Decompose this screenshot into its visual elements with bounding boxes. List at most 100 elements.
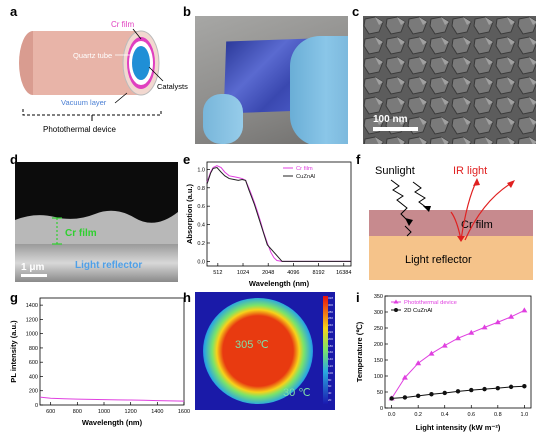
y-tick-label-0: 0 — [35, 403, 38, 409]
y-tick-label-1: 50 — [377, 390, 383, 396]
panel-a-device-schematic: Cr film Quartz tube Catalysts Vacuum lay… — [19, 20, 188, 134]
scale-tick-2: 280 — [328, 309, 334, 314]
x-tick-label-2: 1000 — [98, 409, 110, 415]
label-sunlight: Sunlight — [375, 165, 415, 177]
x-tick-label-3: 4096 — [287, 270, 299, 276]
series-line-1 — [206, 166, 351, 262]
x-tick-label-5: 16384 — [336, 270, 351, 276]
plot-frame — [206, 161, 352, 267]
series-0-point-5 — [455, 335, 461, 341]
plot-frame — [39, 297, 185, 406]
sunlight-wave-1 — [390, 179, 410, 223]
panel-label-i: i — [356, 290, 360, 305]
y-axis-label: Absorption (a.u.) — [185, 184, 194, 244]
x-tick-label-1: 800 — [73, 409, 82, 415]
x-tick-label-1: 1024 — [237, 270, 249, 276]
y-tick-label-0: 0 — [380, 406, 383, 412]
panel-b-photo — [195, 16, 348, 144]
label-cr-film-f: Cr film — [461, 219, 493, 231]
panel-label-c: c — [352, 4, 360, 19]
series-1-point-6 — [469, 387, 474, 393]
y-tick-label-2: 400 — [29, 374, 38, 380]
color-scale-bar — [323, 296, 328, 404]
label-cold-temp: 30 ℃ — [283, 387, 311, 399]
panel-label-g: g — [10, 290, 18, 305]
series-0-point-2 — [415, 360, 422, 366]
panel-e-absorption-chart: 512 1024 2048 4096 8192 16384 0.0 0.2 0.4 0.6 0.8 1… — [185, 161, 352, 288]
legend-marker-0 — [393, 299, 399, 304]
y-tick-label-1: 200 — [29, 389, 38, 395]
series-1-point-5 — [455, 389, 461, 394]
gloved-hand — [290, 36, 348, 144]
scale-tick-10: 120 — [328, 363, 334, 368]
plot-frame — [384, 295, 532, 409]
label-hot-temp: 305 ℃ — [235, 339, 269, 351]
y-tick-label-4: 0.8 — [197, 186, 205, 192]
scale-tick-12: 80 — [328, 377, 332, 382]
y-tick-label-3: 150 — [374, 358, 383, 364]
y-tick-label-5: 1000 — [26, 332, 38, 338]
x-tick-label-4: 0.8 — [494, 412, 502, 418]
label-vacuum-layer: Vacuum layer — [61, 98, 107, 107]
panel-h-thermal-image: 305 ℃ 30 ℃ 328 300 280 260 240 220 200 180 160 14… — [195, 292, 335, 410]
label-reflector-d: Light reflector — [75, 260, 142, 271]
y-tick-label-2: 100 — [374, 374, 383, 380]
series-0-point-8 — [494, 319, 501, 325]
series-1-point-2 — [415, 393, 421, 399]
gloved-thumb — [203, 94, 243, 144]
x-axis-label: Light intensity (kW m⁻²) — [416, 423, 501, 432]
scale-tick-8: 160 — [328, 350, 334, 355]
scale-tick-9: 140 — [328, 357, 334, 362]
series-1-point-10 — [522, 384, 527, 389]
scale-tick-13: 60 — [328, 384, 332, 389]
y-tick-label-1: 0.2 — [197, 241, 205, 247]
y-tick-label-3: 600 — [29, 360, 38, 366]
y-tick-label-7: 1400 — [26, 303, 38, 309]
y-tick-label-6: 1200 — [26, 317, 38, 323]
series-1-point-0 — [389, 396, 394, 401]
label-cr-film: Cr film — [111, 20, 134, 29]
sem-texture: 100 nm — [363, 16, 536, 144]
scale-tick-3: 260 — [328, 316, 334, 321]
legend-label-1: 2D CuZnAl — [404, 308, 432, 314]
series-1-point-8 — [495, 385, 501, 391]
label-photothermal-device: Photothermal device — [43, 125, 116, 134]
x-tick-label-1: 0.2 — [414, 412, 422, 418]
panel-label-d: d — [10, 152, 18, 167]
label-ir-light: IR light — [453, 165, 487, 177]
panel-f-mechanism: Cr film Light reflector Sunlight IR ligh… — [369, 165, 533, 280]
x-tick-label-2: 0.4 — [441, 412, 449, 418]
hot-spot — [203, 298, 313, 404]
scale-tick-5: 220 — [328, 329, 334, 334]
sunlight-wave-2 — [412, 181, 428, 209]
series-1-point-7 — [482, 386, 487, 392]
panel-label-h: h — [183, 290, 191, 305]
panel-label-b: b — [183, 4, 191, 19]
series-0-point-4 — [441, 342, 448, 348]
series-line-0 — [39, 396, 185, 402]
series-0-point-6 — [468, 329, 475, 335]
panel-label-a: a — [10, 4, 18, 19]
panel-label-f: f — [356, 152, 361, 167]
scale-tick-15: 20 — [328, 397, 332, 402]
y-tick-label-5: 250 — [374, 326, 383, 332]
label-reflector-f: Light reflector — [405, 254, 472, 266]
legend-label-0: Cr film — [296, 166, 313, 172]
x-tick-label-2: 2048 — [262, 270, 274, 276]
panel-c-sem-image: 100 nm — [363, 16, 536, 144]
scale-tick-1: 300 — [328, 302, 334, 307]
scale-bar-c: 100 nm — [373, 114, 408, 125]
series-0-point-1 — [401, 374, 408, 380]
y-tick-label-6: 300 — [374, 310, 383, 316]
x-tick-label-4: 8192 — [312, 270, 324, 276]
cr-film-layer — [369, 210, 533, 236]
ir-ray-2 — [464, 181, 514, 241]
panel-d-cross-section: Cr film Light reflector 1 μm — [15, 162, 178, 282]
legend-label-1: CuZnAl — [296, 174, 315, 180]
series-0-point-7 — [481, 324, 488, 330]
cross-section-svg: Cr film Light reflector 1 μm — [15, 210, 178, 282]
series-1-point-4 — [442, 390, 447, 396]
scale-tick-7: 180 — [328, 343, 334, 348]
x-tick-label-3: 0.6 — [467, 412, 475, 418]
y-tick-label-4: 200 — [374, 342, 383, 348]
